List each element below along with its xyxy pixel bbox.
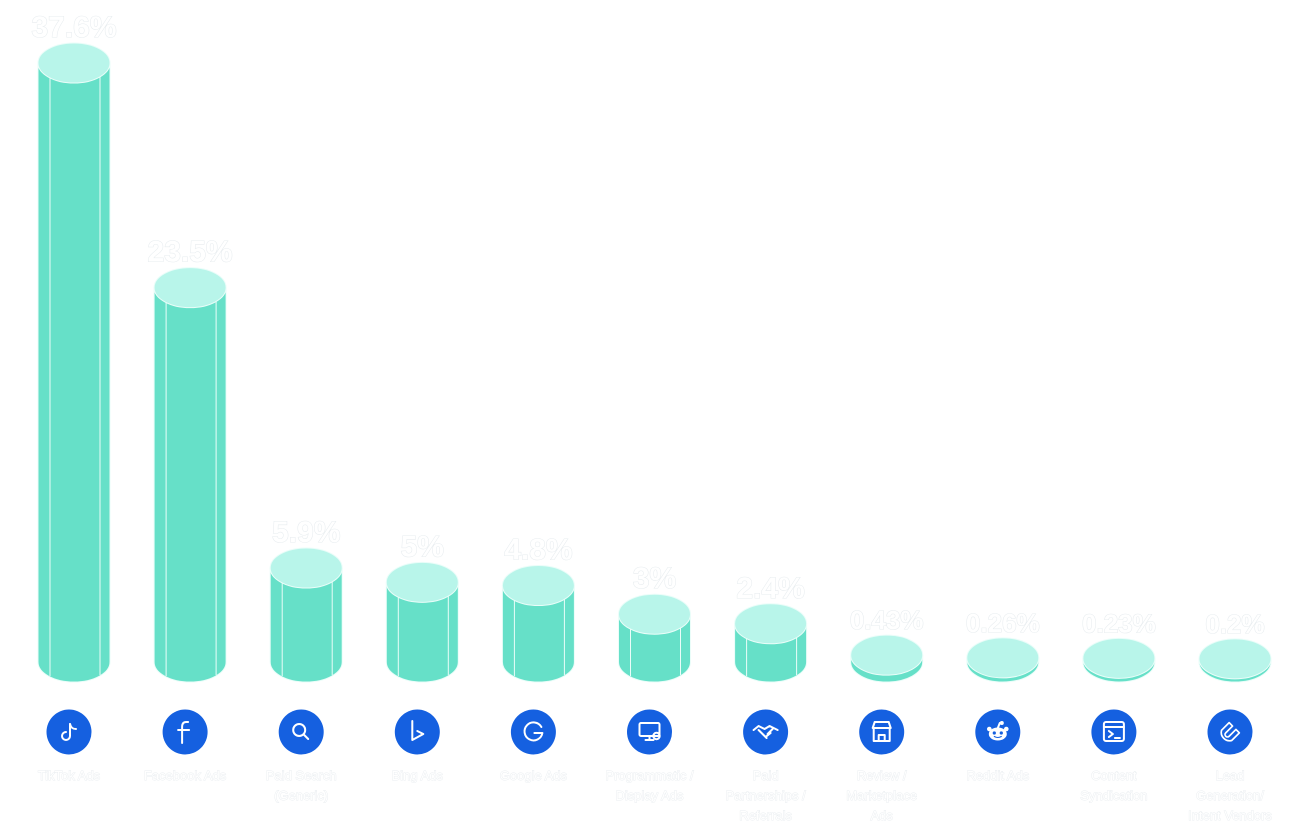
bar-body [501,585,575,683]
bar-body [37,62,111,683]
bar-body [385,581,459,683]
category-label-review-marketplace-ads: Review / Marketplace Ads [846,768,917,823]
bar-top [1198,638,1272,680]
bar-review-marketplace-ads [850,634,924,683]
bar-top [966,637,1040,679]
bar-paid-partnerships-referrals [734,603,808,683]
icon-circle [278,709,324,755]
value-label-paid-partnerships-referrals: 2.4% [736,572,804,605]
handshake-icon [743,709,789,755]
bing-icon [394,709,440,755]
icon-circle [510,709,556,755]
magnet-icon [1207,709,1253,755]
category-label-reddit-ads: Reddit Ads [966,768,1029,783]
category-label-lead-generation-intent-vendors: Lead Generation/Intent Vendors [1188,768,1272,823]
bar-body [153,287,227,683]
category-label-google-ads: Google Ads [500,768,568,783]
value-label-tiktok-ads: 37.6% [31,11,116,44]
bar-lead-generation-intent-vendors [1198,638,1272,683]
reddit-icon [975,709,1021,755]
code-window-icon [1091,709,1137,755]
icon-circle [1207,709,1253,755]
bar-tiktok-ads [37,42,111,683]
icon-circle [859,709,905,755]
google-icon [510,709,556,755]
bar-top [618,593,691,635]
tiktok-icon [46,709,92,755]
icon-circle [743,709,789,755]
bar-top [37,42,111,84]
bar-paid-search-generic [269,547,343,683]
category-label-paid-partnerships-referrals: Paid Partnerships / Referrals [725,768,806,823]
value-label-content-syndication: 0.23% [1082,608,1156,638]
bar-body [269,567,343,683]
bar-content-syndication [1082,637,1156,683]
category-label-tiktok-ads: TikTok Ads [38,768,101,783]
bar-reddit-ads [966,637,1040,683]
bar-top [385,561,459,603]
value-label-programmatic-display-ads: 3% [633,562,676,595]
category-labels-layer: TikTok Ads Facebook Ads Paid Search (Generi… [37,768,1273,824]
icon-circle [162,709,208,755]
value-label-google-ads: 4.8% [504,534,572,567]
bars-layer [37,42,1272,683]
value-label-review-marketplace-ads: 0.43% [850,605,924,635]
facebook-icon [162,709,208,755]
category-label-facebook-ads: Facebook Ads [144,768,227,783]
value-label-facebook-ads: 23.5% [148,236,233,269]
icons-layer [46,709,1253,755]
bar-top [734,603,808,645]
category-label-content-syndication: Content Syndication [1080,768,1147,803]
icon-circle [1091,709,1137,755]
search-icon [278,709,324,755]
bar-bing-ads [385,561,459,683]
icon-circle [627,709,672,755]
value-label-bing-ads: 5% [401,530,444,563]
monitor-icon [627,709,672,755]
bar-programmatic-display-ads [618,593,691,683]
category-label-programmatic-display-ads: Programmatic / Display Ads [605,768,694,803]
bar-top [1082,637,1156,679]
value-label-reddit-ads: 0.26% [966,608,1040,638]
bar-top [501,565,575,607]
bar-top [269,547,343,589]
bar-google-ads [501,565,575,683]
value-label-lead-generation-intent-vendors: 0.2% [1205,609,1264,639]
value-label-paid-search-generic: 5.9% [272,516,340,549]
bar-top [153,267,227,309]
category-label-paid-search-generic: Paid Search (Generic) [266,768,337,803]
bar-facebook-ads [153,267,227,683]
bar-top [850,634,924,676]
value-labels-layer: 37.6% 23.5% 5.9% 5% 4.8% 3% 2.4% 0.43% 0.26% 0.23… [31,10,1265,639]
category-label-bing-ads: Bing Ads [392,768,444,783]
storefront-icon [859,709,905,755]
